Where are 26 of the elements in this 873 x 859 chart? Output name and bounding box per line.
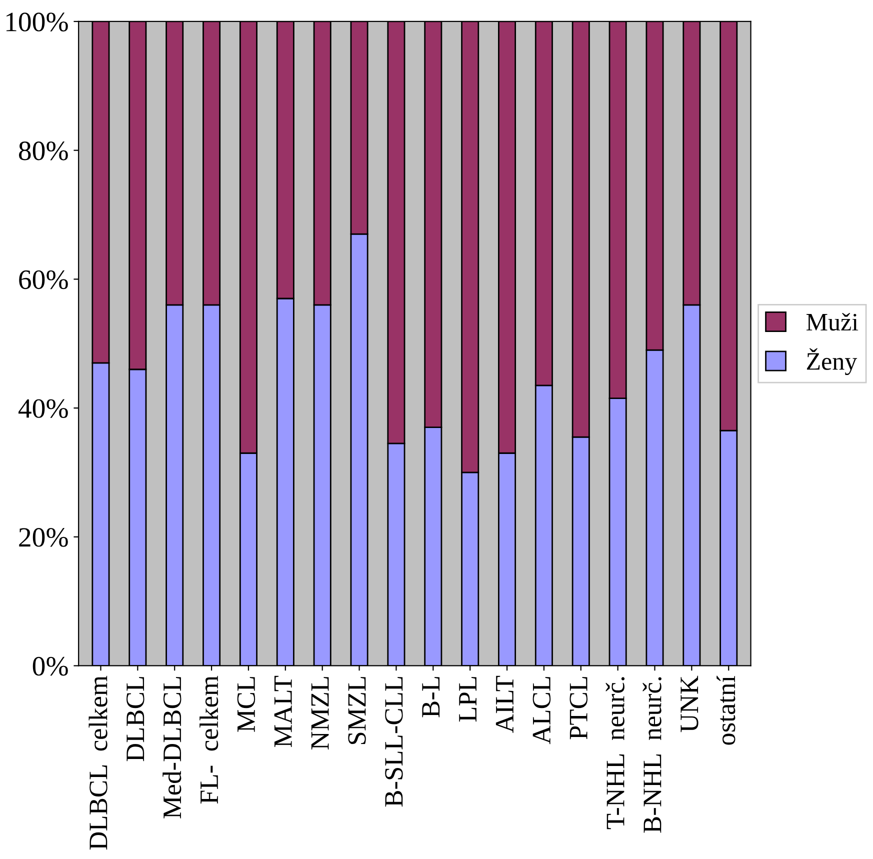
y-tick-label: 60%	[19, 270, 68, 290]
x-tick-label: PTCL	[570, 677, 588, 740]
y-tick-label: 100%	[6, 12, 68, 32]
x-tick-label: T-NHL neurč.	[606, 677, 625, 830]
x-tick-label: DLBCL celkem	[88, 676, 108, 850]
x-tick-label: FL- celkem	[200, 676, 218, 804]
legend-label: Muži	[806, 313, 858, 331]
x-tick-label: B-NHL neurč.	[642, 677, 662, 833]
x-tick-label: AILT	[496, 676, 514, 733]
y-tick-label: 0%	[32, 656, 68, 676]
x-tick-label: ALCL	[532, 677, 551, 744]
x-tick-label: ostatní	[716, 676, 736, 745]
x-tick-label: SMZL	[348, 677, 366, 744]
x-tick-label: B-L	[422, 677, 440, 718]
x-tick-label: NMZL	[311, 677, 329, 750]
x-tick-label: MCL	[237, 677, 256, 732]
x-tick-label: DLBCL	[126, 677, 144, 762]
x-tick-label: UNK	[680, 676, 698, 732]
y-tick-label: 40%	[18, 399, 68, 418]
x-tick-label: Med-DLBCL	[162, 677, 182, 818]
x-tick-label: LPL	[459, 677, 476, 722]
x-tick-label: MALT	[274, 676, 292, 748]
y-tick-label: 80%	[18, 141, 68, 160]
legend-label: Ženy	[806, 348, 858, 376]
y-tick-label: 20%	[19, 528, 68, 547]
x-tick-label: B-SLL-CLL	[385, 677, 403, 807]
